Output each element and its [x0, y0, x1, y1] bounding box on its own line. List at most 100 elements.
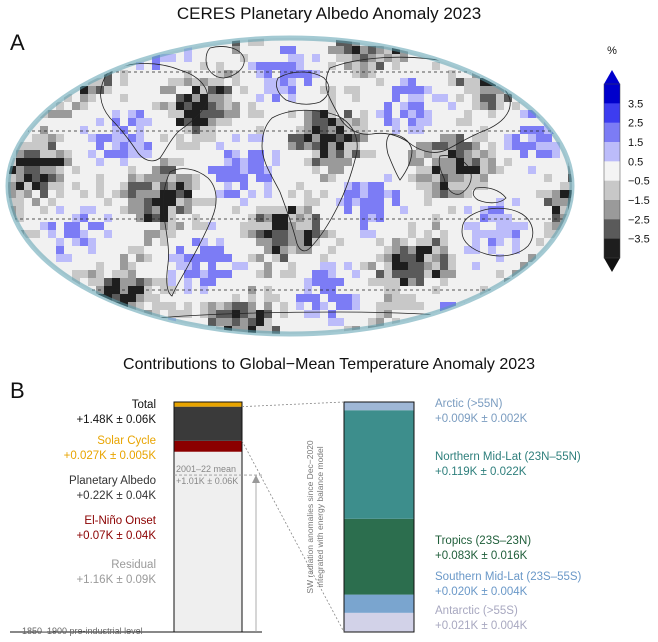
anomaly-cell: [96, 142, 104, 150]
anomaly-cell: [472, 182, 480, 190]
anomaly-cell: [488, 142, 496, 150]
anomaly-cell: [328, 62, 336, 70]
anomaly-cell: [120, 70, 128, 78]
anomaly-cell: [496, 102, 504, 110]
colorbar-bottom-arrow: [604, 258, 620, 272]
anomaly-cell: [248, 38, 256, 46]
anomaly-cell: [392, 238, 400, 246]
anomaly-cell: [440, 230, 448, 238]
anomaly-cell: [304, 126, 312, 134]
anomaly-cell: [288, 78, 296, 86]
anomaly-cell: [520, 110, 528, 118]
anomaly-cell: [136, 182, 144, 190]
anomaly-cell: [216, 302, 224, 310]
vertical-note-line-1: SW radiation anomalies since Dec−2020: [305, 440, 315, 594]
anomaly-cell: [56, 150, 64, 158]
anomaly-cell: [272, 158, 280, 166]
anomaly-cell: [392, 270, 400, 278]
anomaly-cell: [288, 262, 296, 270]
anomaly-cell: [360, 150, 368, 158]
anomaly-cell: [264, 270, 272, 278]
anomaly-cell: [120, 134, 128, 142]
anomaly-cell: [304, 78, 312, 86]
anomaly-cell: [440, 246, 448, 254]
anomaly-cell: [440, 142, 448, 150]
breakdown-segment: [344, 612, 414, 632]
anomaly-cell: [40, 134, 48, 142]
anomaly-cell: [328, 278, 336, 286]
anomaly-cell: [328, 86, 336, 94]
anomaly-cell: [168, 182, 176, 190]
anomaly-cell: [128, 150, 136, 158]
anomaly-cell: [360, 198, 368, 206]
anomaly-cell: [128, 262, 136, 270]
anomaly-cell: [528, 110, 536, 118]
anomaly-cell: [216, 238, 224, 246]
anomaly-cell: [128, 206, 136, 214]
colorbar-tick-label: 3.5: [628, 98, 643, 110]
anomaly-cell: [288, 86, 296, 94]
anomaly-cell: [536, 126, 544, 134]
anomaly-cell: [480, 102, 488, 110]
anomaly-cell: [368, 62, 376, 70]
anomaly-cell: [168, 302, 176, 310]
anomaly-cell: [240, 158, 248, 166]
anomaly-cell: [440, 134, 448, 142]
anomaly-cell: [384, 246, 392, 254]
anomaly-cell: [296, 182, 304, 190]
anomaly-cell: [216, 142, 224, 150]
anomaly-cell: [464, 246, 472, 254]
anomaly-cell: [128, 294, 136, 302]
anomaly-cell: [96, 86, 104, 94]
anomaly-cell: [144, 206, 152, 214]
anomaly-cell: [472, 158, 480, 166]
anomaly-cell: [96, 262, 104, 270]
anomaly-cell: [512, 222, 520, 230]
anomaly-cell: [432, 94, 440, 102]
anomaly-cell: [160, 174, 168, 182]
colorbar-band: [604, 84, 620, 104]
anomaly-cell: [464, 118, 472, 126]
anomaly-cell: [464, 78, 472, 86]
anomaly-cell: [104, 198, 112, 206]
anomaly-cell: [416, 110, 424, 118]
anomaly-cell: [296, 238, 304, 246]
anomaly-cell: [272, 294, 280, 302]
anomaly-cell: [200, 102, 208, 110]
anomaly-cell: [336, 166, 344, 174]
anomaly-cell: [336, 294, 344, 302]
anomaly-cell: [328, 310, 336, 318]
anomaly-cell: [536, 190, 544, 198]
anomaly-cell: [72, 214, 80, 222]
anomaly-cell: [184, 110, 192, 118]
anomaly-cell: [200, 198, 208, 206]
left-label-name: Solar Cycle: [97, 435, 156, 447]
anomaly-cell: [480, 174, 488, 182]
anomaly-cell: [96, 182, 104, 190]
anomaly-cell: [448, 166, 456, 174]
anomaly-cell: [400, 102, 408, 110]
anomaly-cell: [408, 222, 416, 230]
mean-arrow-head: [252, 475, 260, 484]
anomaly-cell: [32, 174, 40, 182]
anomaly-cell: [464, 206, 472, 214]
anomaly-cell: [480, 86, 488, 94]
anomaly-cell: [408, 174, 416, 182]
anomaly-cell: [288, 230, 296, 238]
anomaly-cell: [448, 78, 456, 86]
anomaly-cell: [40, 182, 48, 190]
anomaly-cell: [248, 214, 256, 222]
anomaly-cell: [328, 158, 336, 166]
anomaly-cell: [248, 294, 256, 302]
anomaly-cell: [200, 270, 208, 278]
anomaly-cell: [312, 54, 320, 62]
anomaly-cell: [400, 54, 408, 62]
anomaly-cell: [448, 174, 456, 182]
anomaly-cell: [464, 150, 472, 158]
anomaly-cell: [488, 102, 496, 110]
anomaly-cell: [456, 78, 464, 86]
anomaly-cell: [176, 174, 184, 182]
anomaly-cell: [512, 230, 520, 238]
anomaly-cell: [96, 222, 104, 230]
anomaly-cell: [448, 70, 456, 78]
